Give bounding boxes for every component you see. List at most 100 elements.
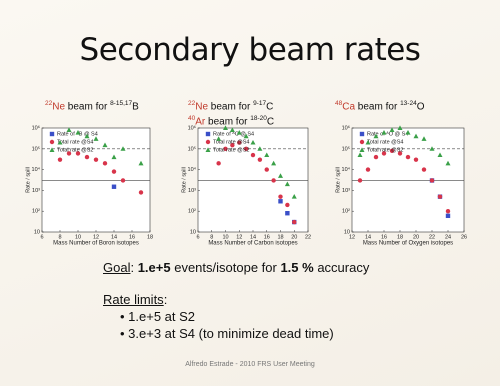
marker bbox=[111, 154, 117, 160]
y-tick-label: 10² bbox=[32, 209, 40, 215]
marker bbox=[271, 160, 277, 166]
x-tick-label: 14 bbox=[365, 234, 371, 240]
marker bbox=[66, 127, 72, 133]
marker bbox=[429, 178, 435, 183]
limits-label: Rate limits bbox=[103, 292, 164, 307]
marker bbox=[243, 146, 249, 151]
x-tick-label: 20 bbox=[413, 234, 419, 240]
y-tick-label: 10⁴ bbox=[342, 166, 351, 173]
marker bbox=[278, 199, 283, 204]
marker bbox=[284, 181, 290, 187]
marker bbox=[102, 142, 108, 148]
marker bbox=[230, 142, 235, 148]
caption-element: Ne bbox=[52, 101, 66, 113]
marker bbox=[445, 160, 451, 166]
caption-mass: 40 bbox=[188, 115, 196, 123]
bullet: • 3.e+3 at S4 (to minimize dead time) bbox=[120, 326, 334, 341]
marker bbox=[84, 133, 90, 139]
caption-mass: 22 bbox=[188, 100, 196, 107]
marker bbox=[373, 133, 379, 139]
caption-line: 22Ne beam for 9-17C bbox=[188, 98, 274, 113]
y-tick-label: 10⁶ bbox=[32, 124, 40, 131]
marker bbox=[120, 146, 126, 151]
marker bbox=[291, 194, 297, 199]
marker bbox=[381, 151, 387, 156]
legend-label: Total rate @S2 bbox=[367, 147, 403, 153]
legend-label: Rate of ᴬC @ S4 bbox=[213, 129, 254, 137]
caption-element: Ca bbox=[342, 101, 356, 113]
marker bbox=[237, 140, 242, 145]
marker bbox=[102, 161, 108, 166]
legend-marker bbox=[205, 147, 211, 152]
caption-text: beam for bbox=[208, 101, 254, 113]
caption-text: beam for bbox=[65, 101, 111, 113]
x-tick-label: 18 bbox=[277, 234, 283, 240]
marker bbox=[389, 127, 395, 133]
marker bbox=[229, 127, 235, 133]
x-tick-label: 16 bbox=[381, 234, 387, 240]
y-axis-label: Rate / spill bbox=[181, 167, 187, 193]
marker bbox=[138, 160, 144, 166]
marker bbox=[278, 173, 283, 178]
marker bbox=[250, 139, 256, 145]
x-tick-label: 6 bbox=[196, 234, 199, 240]
marker bbox=[421, 167, 427, 172]
text: : bbox=[130, 260, 138, 275]
marker bbox=[285, 211, 290, 216]
marker bbox=[216, 136, 222, 141]
caption-target: O bbox=[416, 101, 425, 113]
x-tick-label: 26 bbox=[461, 234, 467, 240]
caption-range: 13-24 bbox=[400, 100, 417, 107]
x-tick-label: 18 bbox=[147, 234, 153, 240]
caption-element: Ar bbox=[195, 116, 206, 128]
x-tick-label: 24 bbox=[445, 234, 451, 240]
marker bbox=[223, 146, 228, 151]
marker bbox=[421, 136, 427, 141]
marker bbox=[437, 194, 443, 199]
marker bbox=[397, 125, 403, 130]
marker bbox=[75, 151, 81, 156]
y-tick-label: 10² bbox=[188, 209, 196, 215]
y-tick-label: 10⁵ bbox=[32, 145, 40, 152]
marker bbox=[278, 194, 283, 199]
y-axis-label: Rate / spill bbox=[335, 167, 341, 193]
legend-marker bbox=[49, 147, 55, 152]
caption-text: beam for bbox=[355, 101, 401, 113]
caption-mass: 48 bbox=[335, 100, 343, 107]
text: events/isotope for bbox=[170, 260, 281, 275]
marker bbox=[445, 213, 451, 219]
plot-area bbox=[351, 127, 465, 233]
x-tick-label: 6 bbox=[40, 234, 43, 240]
marker bbox=[84, 154, 90, 160]
caption-range: 9-17 bbox=[253, 100, 267, 107]
marker bbox=[138, 190, 144, 195]
marker bbox=[111, 184, 117, 189]
chart: 6 8 10 12 14 16 18 20 22 10 10² 10³ 10⁴ 10⁵ 10⁶ Mass Nu… bbox=[181, 124, 311, 246]
marker bbox=[292, 219, 297, 225]
marker bbox=[264, 167, 269, 172]
plot-area bbox=[197, 127, 309, 233]
legend-marker bbox=[359, 147, 365, 152]
y-tick-label: 10⁴ bbox=[32, 166, 41, 173]
x-tick-label: 22 bbox=[305, 234, 311, 240]
marker bbox=[120, 178, 126, 183]
caption-target: C bbox=[266, 116, 275, 128]
marker bbox=[357, 178, 363, 183]
marker bbox=[236, 130, 242, 135]
y-tick-label: 10⁶ bbox=[342, 124, 350, 131]
x-tick-label: 8 bbox=[58, 234, 61, 240]
caption: 22Ne beam for 8-15,17B bbox=[45, 98, 139, 113]
x-tick-label: 10 bbox=[75, 234, 81, 240]
marker bbox=[57, 139, 63, 145]
legend-label: Total rate @S4 bbox=[213, 139, 249, 145]
x-tick-label: 16 bbox=[129, 234, 135, 240]
marker bbox=[413, 133, 419, 139]
x-axis-label: Mass Number of Boron isotopes bbox=[53, 241, 139, 247]
marker bbox=[271, 178, 276, 183]
caption-line: 40Ar beam for 18-20C bbox=[188, 113, 274, 128]
y-tick-label: 10 bbox=[34, 229, 40, 235]
marker bbox=[357, 152, 363, 158]
x-tick-label: 20 bbox=[291, 234, 297, 240]
